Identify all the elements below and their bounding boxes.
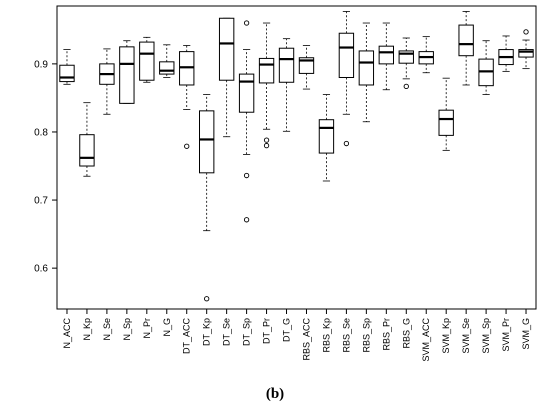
box-svm-acc [418,36,434,74]
box-iqr [59,64,75,83]
box-iqr [218,17,235,81]
x-tick-label: SVM_Kp [441,318,451,354]
x-tick-label: SVM_ACC [421,318,431,362]
x-tick-label: DT_Sp [242,318,252,346]
outlier-point [263,137,270,143]
box-rbs-g [398,37,414,89]
box-n-kp [79,102,95,177]
y-axis: 0.6 0.7 0.8 0.9 [34,59,57,275]
box-iqr [518,49,534,58]
box-iqr [278,47,295,83]
box-rbs-sp [358,22,375,123]
box-iqr [79,134,95,167]
box-svm-kp [438,77,454,151]
x-tick-label: SVM_Se [461,318,471,354]
box-rbs-se [338,11,355,147]
outlier-point [263,142,270,149]
box-rbs-kp [318,94,335,182]
box-iqr [238,73,255,113]
x-tick-label: RBS_G [401,318,411,349]
box-rbs-pr [378,22,394,91]
box-dt-sp [238,20,255,223]
x-tick-label: N_G [162,318,172,337]
y-tick-label: 0.8 [34,127,48,138]
outlier-point [523,29,529,35]
outlier-point [243,172,250,179]
box-n-sp [119,40,135,104]
box-svm-sp [478,40,494,95]
x-tick-label: N_Se [102,318,112,341]
x-tick-label: SVM_Pr [501,318,511,352]
x-tick-label: RBS_Sp [361,318,371,353]
outlier-point [403,83,409,89]
x-tick-label: RBS_Pr [381,318,391,351]
box-n-se [99,48,115,115]
box-iqr [119,46,135,104]
x-tick-label: SVM_G [521,318,531,350]
box-iqr [258,57,275,84]
x-tick-label: N_Kp [82,318,92,341]
plot-frame [56,5,537,310]
x-tick-label: N_ACC [62,318,72,349]
outlier-point [243,20,250,26]
box-svm-se [458,11,474,86]
x-tick-label: DT_G [282,318,292,342]
box-iqr [438,109,454,136]
box-svm-pr [498,35,514,72]
box-dt-pr [258,22,275,149]
box-n-acc [59,49,75,85]
outlier-point [243,217,250,223]
y-tick-label: 0.7 [34,196,48,207]
box-iqr [458,24,474,57]
box-dt-acc [179,45,195,149]
box-dt-se [218,17,235,138]
x-tick-label: DT_Se [222,318,232,346]
box-svm-g [518,29,534,70]
box-n-pr [139,36,155,83]
box-iqr [358,50,375,86]
x-tick-label: N_Sp [122,318,132,341]
box-dt-g [278,38,295,132]
x-axis: N_ACC N_Kp N_Se N_Sp N_Pr N_G DT_ACC DT_Kp DT_Se… [62,309,531,362]
box-iqr [199,110,215,174]
box-rbs-acc [298,45,315,90]
x-tick-label: N_Pr [142,318,152,339]
x-tick-label: RBS_Kp [321,318,331,353]
box-iqr [338,32,355,78]
x-tick-label: SVM_Sp [481,318,491,354]
y-tick-label: 0.6 [34,264,48,275]
outlier-point [204,296,210,302]
box-iqr [159,61,175,75]
x-tick-label: RBS_Se [341,318,351,353]
box-iqr [139,41,155,81]
box-iqr [298,57,315,74]
outlier-point [343,140,350,147]
boxes-layer [59,11,534,302]
box-dt-kp [199,94,215,302]
outlier-point [184,143,190,149]
figure-caption: (b) [265,386,285,402]
x-tick-label: DT_Kp [202,318,212,346]
x-tick-label: DT_ACC [182,318,192,355]
box-n-g [159,44,175,78]
x-tick-label: DT_Pr [262,318,272,344]
box-iqr [318,119,335,154]
y-tick-label: 0.9 [34,59,48,70]
box-iqr [378,45,394,65]
x-tick-label: RBS_ACC [301,318,311,361]
